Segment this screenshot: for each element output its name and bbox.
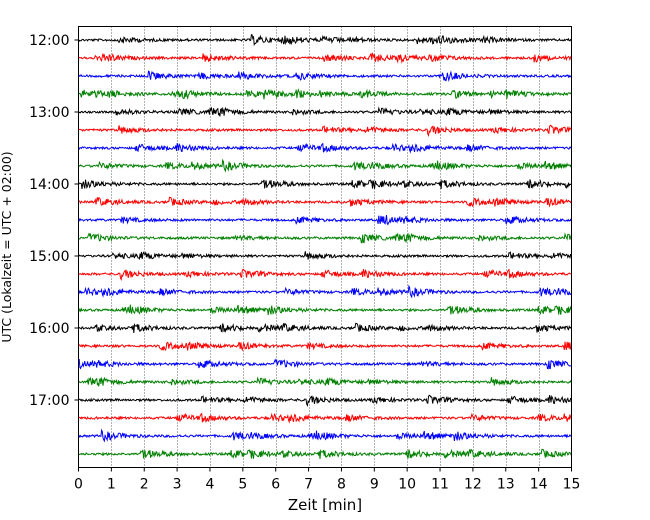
plot-border [78, 26, 572, 468]
x-tick-label: 0 [74, 477, 83, 493]
seismogram-trace [78, 179, 572, 190]
seismogram-trace [78, 33, 572, 47]
y-tick-label: 14:00 [29, 177, 69, 193]
x-axis-ticks: 0 1 2 3 4 5 6 7 8 9 10 11 12 13 14 15 [74, 467, 581, 493]
seismogram-trace [78, 232, 572, 244]
x-tick-label: 7 [304, 477, 313, 493]
seismogram-trace [78, 214, 572, 226]
x-tick-label: 8 [337, 477, 346, 493]
x-tick-label: 14 [530, 477, 548, 493]
y-axis-ticks: 12:00 13:00 14:00 15:00 16:00 17:00 [29, 33, 79, 409]
seismogram-trace [78, 196, 572, 208]
x-tick-label: 10 [398, 477, 416, 493]
seismogram-trace [78, 412, 572, 424]
x-tick-label: 9 [370, 477, 379, 493]
y-tick-label: 17:00 [29, 393, 69, 409]
seismogram-trace [78, 358, 572, 370]
x-tick-label: 3 [173, 477, 182, 493]
seismogram-trace [78, 251, 572, 261]
seismogram-traces [78, 33, 572, 460]
x-tick-label: 13 [497, 477, 515, 493]
x-tick-label: 1 [107, 477, 116, 493]
seismogram-trace [78, 322, 572, 334]
x-tick-label: 11 [431, 477, 449, 493]
seismogram-trace [78, 284, 572, 299]
seismogram-trace [78, 52, 572, 64]
x-axis-label: Zeit [min] [288, 496, 362, 514]
seismogram-trace [78, 106, 572, 117]
x-tick-label: 12 [464, 477, 482, 493]
seismogram-trace [78, 394, 572, 407]
seismogram-trace [78, 304, 572, 316]
seismogram-trace [78, 268, 572, 281]
seismogram-trace [78, 70, 572, 82]
seismogram-trace [78, 428, 572, 443]
seismogram-trace [78, 124, 572, 137]
x-tick-label: 15 [563, 477, 581, 493]
x-tick-label: 2 [140, 477, 149, 493]
seismogram-trace [78, 88, 572, 101]
seismogram-trace [78, 448, 572, 460]
x-tick-label: 5 [238, 477, 247, 493]
seismogram-trace [78, 158, 572, 173]
y-tick-label: 13:00 [29, 105, 69, 121]
y-axis-label: UTC (Lokalzeit = UTC + 02:00) [0, 151, 14, 342]
y-tick-label: 16:00 [29, 321, 69, 337]
seismogram-trace [78, 376, 572, 387]
seismogram-trace [78, 142, 572, 154]
y-tick-label: 15:00 [29, 249, 69, 265]
plot-area [78, 26, 572, 468]
seismogram-trace [78, 341, 572, 352]
x-tick-label: 6 [271, 477, 280, 493]
y-tick-label: 12:00 [29, 33, 69, 49]
x-tick-label: 4 [206, 477, 215, 493]
